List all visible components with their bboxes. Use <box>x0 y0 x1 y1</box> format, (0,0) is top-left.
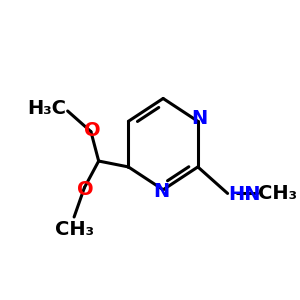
Text: N: N <box>191 110 207 128</box>
Text: CH₃: CH₃ <box>55 220 94 239</box>
Text: N: N <box>153 182 169 201</box>
Text: HN: HN <box>229 185 261 204</box>
Text: H₃C: H₃C <box>27 99 66 118</box>
Text: O: O <box>77 179 94 199</box>
Text: CH₃: CH₃ <box>258 184 297 203</box>
Text: O: O <box>84 121 101 140</box>
